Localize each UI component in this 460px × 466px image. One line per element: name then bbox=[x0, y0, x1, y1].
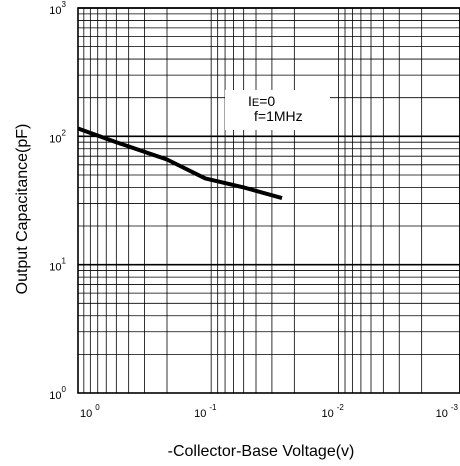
series-line-0 bbox=[77, 126, 283, 201]
x-tick-label: 10-2 bbox=[321, 403, 344, 420]
annotation-ie: IE=0 bbox=[248, 93, 275, 109]
plot-border bbox=[77, 7, 460, 394]
annotation-background bbox=[225, 90, 330, 130]
series-layer bbox=[77, 126, 283, 201]
x-tick-labels: 100 10-1 10-2 10-3 bbox=[80, 403, 459, 420]
x-tick-label: 10-3 bbox=[436, 403, 459, 420]
grid bbox=[78, 7, 460, 393]
plot-frame bbox=[77, 7, 460, 394]
x-axis-title: -Collector-Base Voltage(v) bbox=[168, 443, 355, 460]
y-tick-labels: 100 101 102 103 bbox=[49, 0, 66, 402]
annotation-frequency: f=1MHz bbox=[254, 108, 303, 124]
y-tick-label: 101 bbox=[49, 257, 66, 274]
y-tick-label: 102 bbox=[49, 128, 66, 145]
y-axis-title: Output Capacitance(pF) bbox=[14, 124, 31, 295]
y-tick-label: 100 bbox=[49, 385, 66, 402]
x-tick-label: 100 bbox=[80, 403, 100, 420]
y-tick-label: 103 bbox=[49, 0, 66, 17]
x-tick-label: 10-1 bbox=[194, 403, 217, 420]
